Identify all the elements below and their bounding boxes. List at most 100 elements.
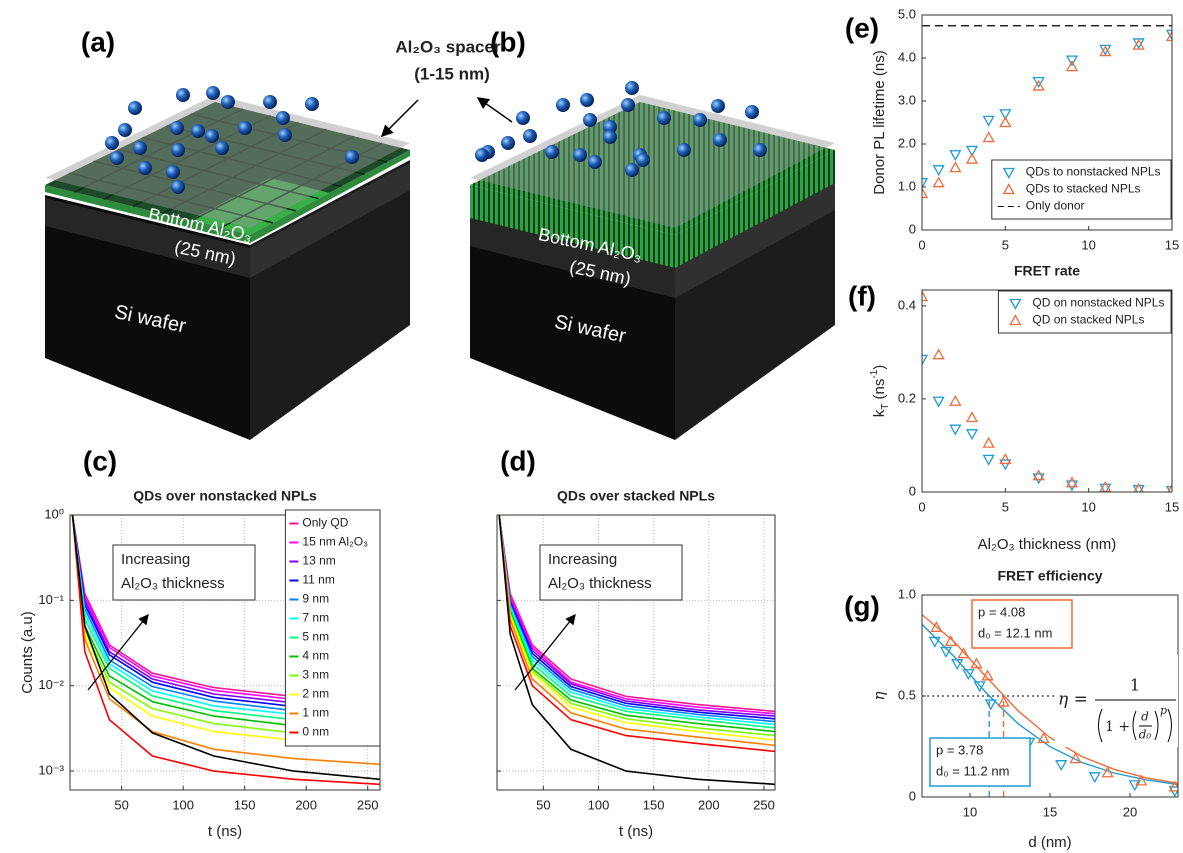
x-tick-label: 15 bbox=[1165, 237, 1179, 252]
quantum-dot bbox=[580, 93, 594, 107]
x-tick-label: 0 bbox=[918, 237, 925, 252]
chart-title: QDs over stacked NPLs bbox=[557, 488, 715, 504]
x-tick-label: 10 bbox=[963, 804, 977, 819]
y-axis-label: Counts (a.u) bbox=[19, 611, 36, 694]
quantum-dot bbox=[523, 129, 537, 143]
x-tick-label: 200 bbox=[295, 797, 317, 812]
quantum-dot bbox=[206, 86, 220, 100]
formula: η = bbox=[1058, 690, 1088, 710]
legend-label: 11 nm bbox=[302, 573, 334, 587]
panel-label: (d) bbox=[500, 445, 536, 476]
quantum-dot bbox=[545, 145, 559, 159]
legend-label: 1 nm bbox=[302, 706, 329, 720]
quantum-dot bbox=[215, 141, 229, 155]
x-tick-label: 10 bbox=[1081, 499, 1095, 514]
quantum-dot bbox=[753, 143, 767, 157]
annotation: Increasing bbox=[121, 551, 190, 568]
x-tick-label: 5 bbox=[1002, 237, 1009, 252]
quantum-dot bbox=[677, 143, 691, 157]
chart-title: QDs over nonstacked NPLs bbox=[133, 488, 317, 504]
quantum-dot bbox=[573, 148, 587, 162]
legend-label: QDs to nonstacked NPLs bbox=[1026, 165, 1161, 179]
quantum-dot bbox=[603, 130, 617, 144]
quantum-dot bbox=[588, 155, 602, 169]
y-tick-label: 0.4 bbox=[898, 297, 916, 312]
arrow bbox=[382, 100, 418, 136]
quantum-dot bbox=[133, 141, 147, 155]
y-tick-label: 1.0 bbox=[898, 586, 916, 601]
legend-label: 7 nm bbox=[302, 611, 329, 625]
y-tick-label: 10⁰ bbox=[44, 506, 64, 521]
quantum-dot bbox=[625, 163, 639, 177]
x-tick-label: 150 bbox=[643, 797, 665, 812]
y-tick-label: 10⁻² bbox=[38, 677, 64, 692]
x-tick-label: 150 bbox=[234, 797, 256, 812]
panel-label: (g) bbox=[844, 590, 880, 621]
legend-label: 9 nm bbox=[302, 592, 329, 606]
arrow bbox=[478, 98, 512, 122]
panel-label: (c) bbox=[83, 445, 117, 476]
spacer-range: (1-15 nm) bbox=[414, 64, 490, 83]
quantum-dot bbox=[657, 111, 671, 125]
x-tick-label: 250 bbox=[753, 797, 775, 812]
y-tick-label: 0.2 bbox=[898, 390, 916, 405]
y-axis-label-part: (ns bbox=[871, 379, 888, 404]
legend-label: Only QD bbox=[302, 516, 348, 530]
quantum-dot bbox=[693, 113, 707, 127]
legend-label: 5 nm bbox=[302, 630, 329, 644]
figure: Bottom Al₂O₃ (25 nm) Si wafer Bottom Al₂… bbox=[0, 0, 1183, 853]
quantum-dot bbox=[745, 105, 759, 119]
quantum-dot bbox=[263, 95, 277, 109]
panel-label: (e) bbox=[845, 12, 879, 43]
quantum-dot bbox=[205, 129, 219, 143]
y-tick-label: 2.0 bbox=[898, 135, 916, 150]
quantum-dot bbox=[166, 165, 180, 179]
x-tick-label: 100 bbox=[588, 797, 610, 812]
quantum-dot bbox=[713, 133, 727, 147]
quantum-dot bbox=[583, 113, 597, 127]
y-tick-label: 0.5 bbox=[898, 687, 916, 702]
x-tick-label: 0 bbox=[918, 499, 925, 514]
legend-label: 0 nm bbox=[302, 725, 329, 739]
formula: p bbox=[1160, 704, 1167, 717]
x-tick-label: 50 bbox=[114, 797, 128, 812]
annotation: Al₂O₃ thickness bbox=[548, 575, 652, 592]
x-tick-label: 50 bbox=[536, 797, 550, 812]
legend-label: QD on stacked NPLs bbox=[1032, 313, 1144, 327]
page: Bottom Al₂O₃ (25 nm) Si wafer Bottom Al₂… bbox=[0, 0, 1183, 853]
quantum-dot bbox=[238, 121, 252, 135]
y-tick-label: 5.0 bbox=[898, 6, 916, 21]
x-tick-label: 5 bbox=[1002, 499, 1009, 514]
quantum-dot bbox=[711, 99, 725, 113]
formula: 1 + bbox=[1105, 719, 1130, 735]
legend-label: QD on nonstacked NPLs bbox=[1032, 296, 1164, 310]
fit-label: p = 3.78 bbox=[936, 742, 983, 757]
quantum-dot bbox=[176, 88, 190, 102]
quantum-dot bbox=[556, 98, 570, 112]
fit-label: d₀ = 12.1 nm bbox=[978, 625, 1052, 640]
quantum-dot bbox=[138, 161, 152, 175]
annotation: Al₂O₃ thickness bbox=[121, 575, 225, 592]
quantum-dot bbox=[221, 95, 235, 109]
x-tick-label: 100 bbox=[172, 797, 194, 812]
x-tick-label: 250 bbox=[357, 797, 379, 812]
quantum-dot bbox=[278, 128, 292, 142]
y-axis-label-part: ) bbox=[871, 365, 888, 370]
x-axis-label: t (ns) bbox=[208, 823, 242, 840]
formula: 1 bbox=[1130, 676, 1140, 695]
y-tick-label: 1.0 bbox=[898, 178, 916, 193]
legend-label: 13 nm bbox=[302, 554, 335, 568]
legend-label: 4 nm bbox=[302, 649, 329, 663]
quantum-dot bbox=[118, 123, 132, 137]
panel-label: (a) bbox=[81, 26, 115, 57]
quantum-dot bbox=[501, 136, 515, 150]
y-tick-label: 0 bbox=[909, 788, 916, 803]
legend-label: 2 nm bbox=[302, 687, 329, 701]
quantum-dot bbox=[636, 153, 650, 167]
y-tick-label: 3.0 bbox=[898, 92, 916, 107]
legend-label: 3 nm bbox=[302, 668, 329, 682]
panel-label: (b) bbox=[490, 26, 526, 57]
legend-label: Only donor bbox=[1026, 199, 1085, 213]
chart-title: FRET rate bbox=[1014, 263, 1080, 279]
chart-title: FRET efficiency bbox=[997, 568, 1102, 584]
